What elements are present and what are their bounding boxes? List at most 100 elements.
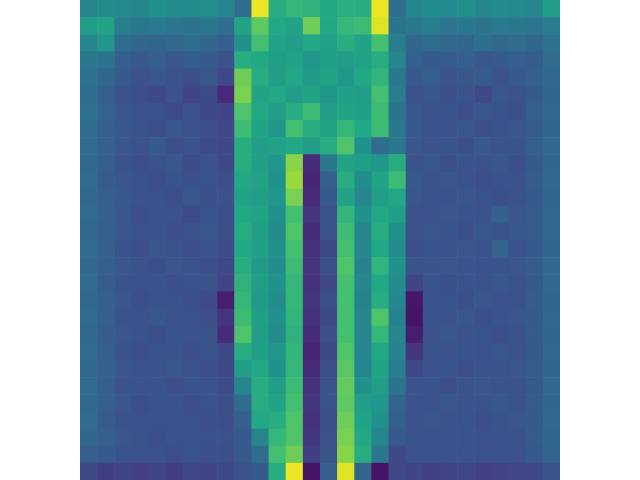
heatmap-cell (354, 274, 372, 292)
heatmap-cell (200, 120, 218, 138)
heatmap-cell (269, 446, 287, 464)
heatmap-cell (234, 326, 252, 344)
heatmap-cell (543, 189, 560, 207)
heatmap-cell (200, 429, 218, 447)
heatmap-cell (354, 326, 372, 344)
heatmap-cell (269, 86, 287, 104)
heatmap-cell (234, 17, 252, 35)
heatmap-cell (80, 429, 98, 447)
heatmap-cell (320, 51, 338, 69)
heatmap-cell (234, 0, 252, 18)
heatmap-cell (114, 51, 132, 69)
heatmap-cell (97, 274, 115, 292)
heatmap-cell (543, 326, 560, 344)
heatmap-cell (371, 257, 389, 275)
heatmap-cell (474, 86, 492, 104)
heatmap-cell (457, 326, 475, 344)
heatmap-cell (320, 411, 338, 429)
heatmap-cell (97, 446, 115, 464)
heatmap-cell (166, 103, 184, 121)
heatmap-cell (149, 103, 167, 121)
heatmap-cell (149, 86, 167, 104)
heatmap-cell (423, 120, 441, 138)
heatmap-cell (543, 274, 560, 292)
heatmap-cell (491, 343, 509, 361)
heatmap-cell (423, 309, 441, 327)
heatmap-cell (543, 394, 560, 412)
heatmap-cell (200, 103, 218, 121)
heatmap-cell (440, 377, 458, 395)
heatmap-cell (286, 51, 304, 69)
heatmap-cell (114, 411, 132, 429)
heatmap-cell (114, 206, 132, 224)
heatmap-cell (114, 429, 132, 447)
heatmap-cell (509, 223, 527, 241)
heatmap-cell (491, 206, 509, 224)
heatmap-cell (131, 257, 149, 275)
heatmap-cell (200, 377, 218, 395)
heatmap-cell (440, 257, 458, 275)
heatmap-cell (200, 343, 218, 361)
heatmap-cell (166, 360, 184, 378)
heatmap-cell (354, 103, 372, 121)
heatmap-cell (457, 411, 475, 429)
heatmap-cell (303, 429, 321, 447)
heatmap-cell (354, 17, 372, 35)
heatmap-cell (371, 17, 389, 35)
heatmap-cell (337, 137, 355, 155)
heatmap-cell (526, 274, 544, 292)
heatmap-cell (474, 120, 492, 138)
heatmap-cell (286, 137, 304, 155)
heatmap-cell (457, 86, 475, 104)
heatmap-cell (217, 154, 235, 172)
heatmap-cell (114, 171, 132, 189)
heatmap-cell (269, 206, 287, 224)
heatmap-cell (337, 154, 355, 172)
heatmap-cell (354, 69, 372, 87)
heatmap-cell (337, 291, 355, 309)
heatmap-cell (354, 309, 372, 327)
heatmap-cell (97, 343, 115, 361)
heatmap-cell (354, 429, 372, 447)
heatmap-cell (234, 120, 252, 138)
heatmap-cell (509, 0, 527, 18)
heatmap-cell (183, 429, 201, 447)
heatmap-cell (234, 51, 252, 69)
heatmap-cell (406, 257, 424, 275)
heatmap-cell (423, 34, 441, 52)
heatmap-cell (149, 291, 167, 309)
heatmap-cell (474, 171, 492, 189)
heatmap-cell (406, 429, 424, 447)
heatmap-cell (526, 343, 544, 361)
heatmap-cell (389, 446, 407, 464)
heatmap-cell (97, 377, 115, 395)
heatmap-cell (149, 463, 167, 480)
heatmap-cell (423, 86, 441, 104)
heatmap-cell (251, 274, 269, 292)
heatmap-cell (337, 34, 355, 52)
heatmap-cell (286, 223, 304, 241)
heatmap-cell (337, 343, 355, 361)
heatmap-cell (354, 189, 372, 207)
heatmap-cell (491, 69, 509, 87)
heatmap-cell (526, 291, 544, 309)
heatmap-cell (166, 34, 184, 52)
heatmap-cell (80, 257, 98, 275)
heatmap-cell (371, 0, 389, 18)
heatmap-cell (354, 291, 372, 309)
heatmap-cell (509, 240, 527, 258)
heatmap-cell (183, 326, 201, 344)
heatmap-cell (406, 463, 424, 480)
heatmap-cell (423, 240, 441, 258)
heatmap-cell (269, 343, 287, 361)
heatmap-cell (474, 69, 492, 87)
heatmap-cell (509, 360, 527, 378)
heatmap-cell (149, 17, 167, 35)
heatmap-cell (371, 206, 389, 224)
heatmap-cell (251, 137, 269, 155)
heatmap-cell (149, 154, 167, 172)
heatmap-cell (234, 360, 252, 378)
heatmap-cell (423, 291, 441, 309)
heatmap-cell (200, 69, 218, 87)
heatmap-cell (491, 34, 509, 52)
